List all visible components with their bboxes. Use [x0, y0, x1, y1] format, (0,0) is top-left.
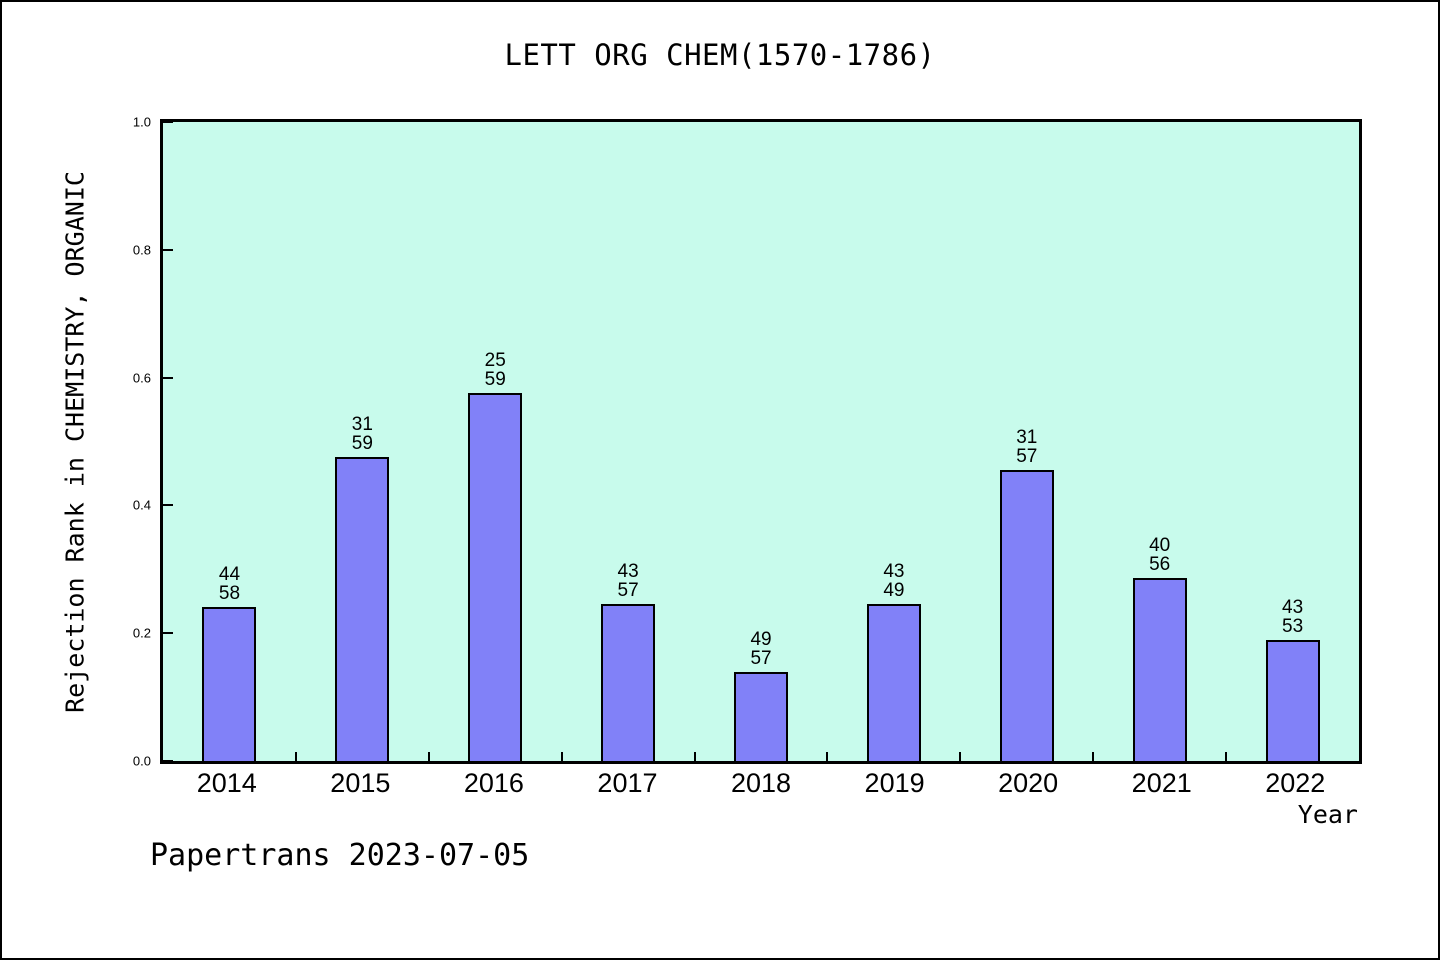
y-tick-label: 0.2 [132, 625, 151, 641]
y-tick-mark [163, 504, 173, 507]
bar-group: 43 57 [562, 122, 695, 761]
chart-title: LETT ORG CHEM(1570-1786) [504, 38, 936, 72]
bar-value-label: 49 57 [750, 628, 772, 669]
x-minor-tick [427, 752, 430, 761]
y-tick-mark [163, 248, 173, 251]
y-tick-label: 0.8 [132, 242, 151, 258]
x-category-label: 2020 [998, 768, 1059, 798]
y-tick-mark [163, 376, 173, 379]
bar-group: 31 59 [296, 122, 429, 761]
x-minor-tick [693, 752, 696, 761]
bar-value-label: 43 53 [1282, 597, 1304, 638]
bars-row: 44 58 31 59 25 59 43 57 49 57 43 49 31 57 40 56… [163, 122, 1359, 761]
y-axis-title: Rejection Rank in CHEMISTRY, ORGANIC [60, 171, 90, 713]
plot-area: 0.0 0.2 0.4 0.6 0.8 1.0 44 58 31 59 25 59 43 57 49… [133, 115, 1362, 769]
bar-value-label: 31 57 [1016, 426, 1038, 467]
y-tick-label: 0.4 [132, 497, 151, 513]
bar-value-label: 25 59 [484, 349, 506, 390]
bar [1265, 640, 1320, 761]
x-minor-tick [826, 752, 829, 761]
x-category-label: 2014 [196, 768, 257, 798]
bar-group: 44 58 [163, 122, 296, 761]
x-category-label: 2017 [597, 768, 658, 798]
bar [468, 392, 523, 761]
x-category-label: 2021 [1131, 768, 1192, 798]
x-category-row: 2014 2015 2016 2017 2018 2019 2020 2021 2022 [160, 768, 1362, 799]
y-tick-mark [163, 760, 173, 762]
x-minor-tick [1225, 752, 1228, 761]
x-axis-title: Year [1297, 800, 1358, 829]
bar-value-label: 44 58 [218, 564, 241, 605]
x-category-label: 2016 [463, 768, 524, 798]
bar-group: 40 56 [1093, 122, 1226, 761]
bar-value-label: 31 59 [351, 414, 373, 455]
bar-group: 31 57 [960, 122, 1093, 761]
bar-group: 49 57 [695, 122, 828, 761]
bar [202, 607, 257, 761]
footer-note: Papertrans 2023-07-05 [150, 838, 530, 873]
x-category-label: 2022 [1265, 768, 1326, 798]
x-category-label: 2018 [730, 768, 792, 798]
bar [866, 604, 921, 761]
y-tick-label: 0.6 [132, 370, 151, 386]
y-tick-mark [163, 632, 173, 635]
x-minor-tick [1092, 752, 1095, 761]
bar [999, 469, 1054, 761]
bar [734, 671, 788, 761]
y-tick-label: 0.0 [132, 753, 151, 769]
bar [1132, 578, 1187, 761]
y-tick-mark [163, 121, 173, 123]
bar-group: 43 53 [1226, 122, 1359, 761]
x-minor-tick [560, 752, 563, 761]
bar [601, 603, 656, 761]
bar-value-label: 43 57 [617, 560, 639, 601]
x-category-label: 2015 [330, 768, 391, 798]
bar-group: 43 49 [827, 122, 960, 761]
y-tick-label: 1.0 [132, 114, 151, 130]
x-category-label: 2019 [864, 768, 925, 798]
bar-group: 25 59 [429, 122, 562, 761]
bar-value-label: 40 56 [1149, 535, 1171, 576]
bar-value-label: 43 49 [883, 561, 905, 602]
x-minor-tick [959, 752, 962, 761]
bar [335, 457, 390, 761]
x-minor-tick [294, 752, 297, 761]
